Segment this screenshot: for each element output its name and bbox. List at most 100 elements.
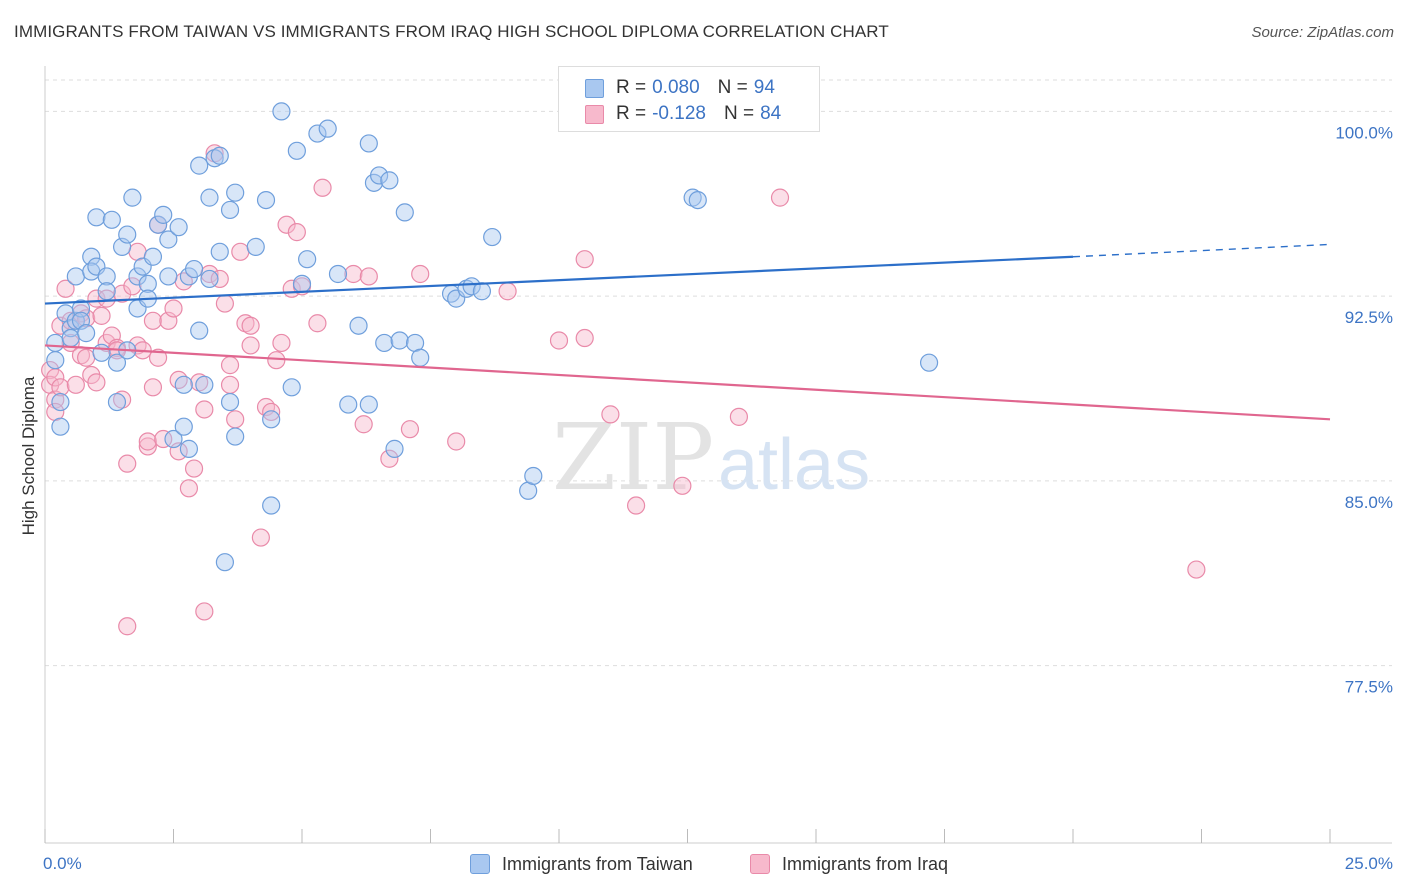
data-point-iraq xyxy=(164,299,183,318)
legend-r-value: -0.128 xyxy=(652,103,706,124)
y-axis-label: High School Diploma xyxy=(19,376,38,535)
source-label: Source: ZipAtlas.com xyxy=(1251,24,1394,41)
data-point-taiwan xyxy=(318,119,337,138)
data-point-iraq xyxy=(354,415,373,434)
data-point-iraq xyxy=(359,267,378,286)
data-point-iraq xyxy=(118,617,137,636)
data-point-taiwan xyxy=(262,410,281,429)
data-point-iraq xyxy=(66,375,85,394)
chart-title: IMMIGRANTS FROM TAIWAN VS IMMIGRANTS FRO… xyxy=(14,22,889,41)
legend-n-value: 94 xyxy=(753,77,775,98)
data-point-taiwan xyxy=(190,321,209,340)
data-point-iraq xyxy=(138,432,157,451)
data-point-taiwan xyxy=(118,225,137,244)
legend-n-label: N = xyxy=(717,77,748,98)
data-point-iraq xyxy=(148,348,168,367)
legend-r-label: R = xyxy=(616,77,647,98)
x-tick-label: 25.0% xyxy=(1345,854,1393,873)
trend-line-taiwan-projection xyxy=(1072,243,1331,258)
data-point-taiwan xyxy=(169,218,188,237)
y-tick-label: 92.5% xyxy=(1345,308,1393,327)
legend-swatch-taiwan xyxy=(470,854,490,874)
legend-row-taiwan: R = 0.080 N = 94 xyxy=(585,76,775,100)
data-point-taiwan xyxy=(375,333,394,353)
data-point-iraq xyxy=(575,328,594,348)
data-point-taiwan xyxy=(138,274,157,293)
trend-line-taiwan xyxy=(44,255,1074,305)
data-point-iraq xyxy=(220,375,240,394)
data-point-taiwan xyxy=(524,466,543,486)
data-point-taiwan xyxy=(143,247,163,266)
legend-label-taiwan: Immigrants from Taiwan xyxy=(502,853,693,874)
data-point-iraq xyxy=(220,356,240,375)
data-point-iraq xyxy=(215,294,234,313)
data-point-taiwan xyxy=(462,277,481,296)
data-point-iraq xyxy=(241,316,260,335)
data-point-taiwan xyxy=(220,200,240,220)
data-point-iraq xyxy=(143,378,163,397)
data-point-taiwan xyxy=(128,267,147,286)
trend-line-iraq xyxy=(44,344,1331,421)
legend-n-label: N = xyxy=(723,103,755,124)
data-point-taiwan xyxy=(174,375,193,394)
data-point-taiwan xyxy=(287,141,306,160)
data-point-taiwan xyxy=(385,439,404,458)
data-point-iraq xyxy=(272,333,291,353)
data-point-taiwan xyxy=(220,392,240,412)
data-point-taiwan xyxy=(77,324,96,343)
data-point-taiwan xyxy=(195,375,214,394)
data-point-taiwan xyxy=(200,188,219,207)
legend-item-taiwan: Immigrants from Taiwan xyxy=(470,851,693,877)
legend-swatch-iraq xyxy=(750,854,770,874)
data-point-taiwan xyxy=(411,348,430,367)
data-point-iraq xyxy=(411,264,430,284)
data-point-taiwan xyxy=(390,331,409,350)
data-point-taiwan xyxy=(97,282,116,301)
data-point-iraq xyxy=(344,264,363,284)
label-layer: 77.5% 85.0% 92.5% 100.0% 0.0% 25.0% xyxy=(43,123,1393,873)
data-point-iraq xyxy=(226,410,245,429)
data-point-taiwan xyxy=(226,427,245,446)
data-point-taiwan xyxy=(184,259,204,279)
data-point-taiwan xyxy=(164,429,183,449)
y-tick-label: 85.0% xyxy=(1345,493,1393,512)
data-point-taiwan xyxy=(292,274,312,293)
legend-swatch-iraq xyxy=(585,104,604,124)
data-point-iraq xyxy=(87,289,106,308)
data-point-iraq xyxy=(1187,560,1206,579)
data-point-taiwan xyxy=(262,496,281,515)
data-point-taiwan xyxy=(51,392,70,412)
data-point-iraq xyxy=(380,449,399,468)
data-point-iraq xyxy=(549,331,569,350)
data-point-iraq xyxy=(143,311,163,330)
legend-r-value: 0.080 xyxy=(652,77,700,98)
data-point-taiwan xyxy=(380,171,399,190)
data-point-taiwan xyxy=(82,247,101,266)
legend-n-value: 84 xyxy=(760,103,782,124)
data-point-taiwan xyxy=(370,166,389,185)
data-point-iraq xyxy=(112,284,132,303)
data-point-taiwan xyxy=(46,351,65,370)
data-point-iraq xyxy=(118,454,137,473)
watermark: ZIP atlas xyxy=(552,404,870,511)
data-point-taiwan xyxy=(688,190,707,210)
data-point-iraq xyxy=(575,250,594,269)
y-tick-label: 77.5% xyxy=(1345,678,1393,697)
data-point-taiwan xyxy=(339,395,358,414)
grid-layer xyxy=(45,79,1392,667)
data-point-taiwan xyxy=(210,146,229,165)
data-point-taiwan xyxy=(328,264,348,284)
legend-label-iraq: Immigrants from Iraq xyxy=(782,853,949,874)
data-point-iraq xyxy=(673,476,692,495)
data-point-iraq xyxy=(184,459,204,478)
data-point-iraq xyxy=(123,277,142,296)
data-point-taiwan xyxy=(159,230,178,249)
data-point-taiwan xyxy=(359,134,378,153)
data-point-iraq xyxy=(313,178,332,197)
legend-swatch-taiwan xyxy=(585,78,604,98)
data-point-taiwan xyxy=(359,395,378,414)
data-point-iraq xyxy=(51,378,70,397)
data-point-taiwan xyxy=(472,282,491,301)
data-point-iraq xyxy=(179,479,199,498)
